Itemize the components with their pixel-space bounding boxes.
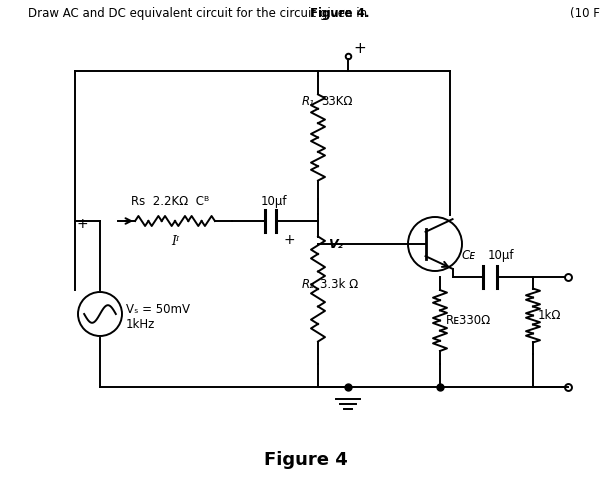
Text: Rᴇ330Ω: Rᴇ330Ω (446, 314, 491, 327)
Text: 3.3k Ω: 3.3k Ω (320, 278, 358, 291)
Text: Rs  2.2KΩ  Cᴮ: Rs 2.2KΩ Cᴮ (131, 195, 209, 208)
Text: Figure 4: Figure 4 (264, 450, 348, 468)
Text: 1kHz: 1kHz (126, 318, 155, 331)
Text: Draw AC and DC equivalent circuit for the circuit given in: Draw AC and DC equivalent circuit for th… (28, 7, 371, 20)
Text: Iᴵ: Iᴵ (171, 235, 179, 248)
Text: Figure 4.: Figure 4. (310, 7, 370, 20)
Text: 1kΩ: 1kΩ (538, 309, 562, 322)
Text: Vₛ = 50mV: Vₛ = 50mV (126, 303, 190, 316)
Text: R₁: R₁ (302, 95, 315, 108)
Text: +: + (77, 217, 89, 230)
Text: +: + (284, 232, 295, 246)
Text: V₂: V₂ (328, 238, 343, 251)
Text: 10μf: 10μf (261, 195, 287, 208)
Text: 33KΩ: 33KΩ (321, 95, 352, 108)
Text: (10 F: (10 F (570, 7, 600, 20)
Text: Cᴇ: Cᴇ (462, 249, 476, 262)
Text: R₂: R₂ (302, 278, 315, 291)
Text: +: + (353, 41, 366, 57)
Text: 10μf: 10μf (488, 249, 514, 262)
